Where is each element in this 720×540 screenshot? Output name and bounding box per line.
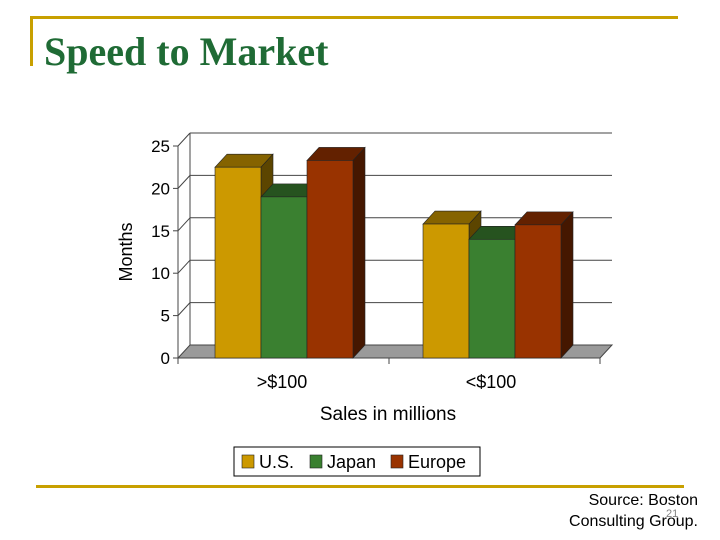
x-axis-ticks: >$100 <$100 [177, 358, 601, 392]
bar-front-face [214, 166, 262, 359]
gridline-diagonal [177, 302, 191, 316]
gridline-diagonal [177, 175, 191, 189]
legend-item-europe: Europe [390, 452, 466, 472]
legend-label: U.S. [259, 452, 294, 472]
slide-title: Speed to Market [44, 29, 329, 74]
legend-item-japan: Japan [309, 452, 376, 472]
slide-number: 21 [666, 508, 679, 520]
gridline-diagonal [177, 132, 191, 147]
chart-bars [214, 146, 574, 359]
legend-swatch [309, 454, 323, 469]
y-tick-label: 20 [151, 179, 170, 198]
y-tick-label: 0 [161, 349, 170, 368]
source-line-1: Source: Boston [588, 492, 698, 509]
bar-front-face [422, 223, 470, 359]
source-line-2: Consulting Group. [569, 513, 698, 530]
y-tick-label: 10 [151, 264, 170, 283]
y-tick-label: 25 [151, 137, 170, 156]
legend-swatch [241, 454, 255, 469]
y-tick-label: 15 [151, 222, 170, 241]
bar-front-face [468, 238, 516, 359]
y-tick-label: 5 [161, 307, 170, 326]
bar-side-face [560, 211, 574, 359]
y-axis-label: Months [116, 222, 136, 281]
frame-top-rule [30, 16, 678, 19]
x-axis-label: Sales in millions [320, 404, 456, 425]
legend-box [233, 446, 481, 477]
source-note: Source: Boston Consulting Group. [569, 490, 698, 532]
bar-chart: 0 5 10 15 20 25 >$100 <$100 Months Sales in mi… [116, 132, 614, 477]
gridline-diagonal [177, 217, 191, 232]
bar-side-face [352, 146, 366, 359]
legend-item-us: U.S. [241, 452, 294, 472]
legend-label: Japan [327, 452, 376, 472]
gridline-diagonal [177, 259, 191, 274]
y-axis-ticks: 0 5 10 15 20 25 [151, 137, 178, 368]
bar-europe-2 [514, 211, 574, 359]
legend-label: Europe [408, 452, 466, 472]
frame-left-rule [30, 16, 33, 66]
chart-legend: U.S. Japan Europe [241, 452, 466, 472]
bar-front-face [260, 196, 308, 359]
legend-swatch [390, 454, 404, 469]
x-tick-label: <$100 [466, 372, 517, 392]
frame-bottom-rule [36, 485, 684, 488]
x-tick-label: >$100 [257, 372, 308, 392]
bar-front-face [306, 160, 354, 359]
bar-front-face [514, 224, 562, 359]
bar-europe-1 [306, 146, 366, 359]
